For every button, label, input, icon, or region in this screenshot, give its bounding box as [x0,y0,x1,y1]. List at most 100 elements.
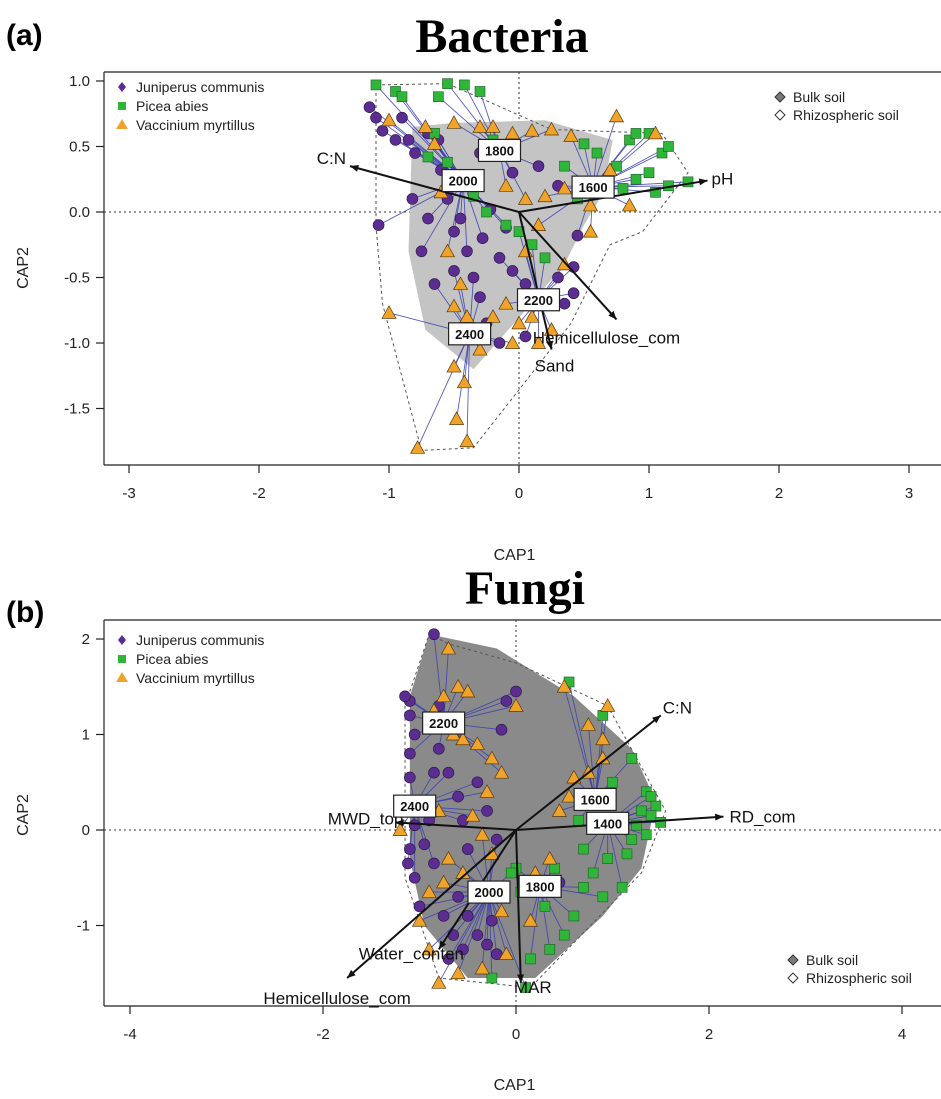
vector-label: Hemicellulose_com [533,328,680,347]
point-juniperus [452,891,464,903]
point-vaccinium [417,119,433,133]
point-vaccinium [410,440,426,454]
x-tick-label: 4 [898,1026,906,1043]
rhizospheric-soil-hull [375,83,689,451]
x-axis-label: CAP1 [494,547,536,564]
x-tick-label: -3 [122,485,135,502]
point-picea [640,829,652,841]
vector-arrow [518,211,553,350]
point-juniperus [500,695,513,707]
spider-line [456,333,471,420]
centroid-box [441,168,485,193]
point-vaccinium [580,717,596,731]
point-juniperus [461,843,474,855]
point-juniperus [519,330,532,343]
soil-legend-marker [774,91,786,103]
point-vaccinium [446,298,462,313]
point-juniperus [571,229,584,242]
centroid-label: 2000 [449,174,478,189]
point-vaccinium [522,913,539,927]
vector-arrowhead [698,178,708,186]
centroid-box [422,711,466,735]
point-picea [650,800,662,812]
point-juniperus [493,252,506,264]
y-tick-label: 1.0 [69,73,90,90]
data-points [363,78,694,454]
y-tick-label: 2 [82,631,90,648]
point-juniperus [442,766,455,779]
point-picea [621,848,633,860]
point-juniperus [408,819,421,832]
spider-line [594,705,609,800]
point-vaccinium [621,197,638,212]
point-vaccinium [446,358,462,373]
point-picea [630,173,642,185]
x-tick-label: -2 [316,1026,329,1043]
point-vaccinium [474,827,490,841]
point-vaccinium [464,807,481,822]
vector-label: C:N [663,698,692,717]
point-juniperus [552,271,564,284]
point-juniperus [452,790,464,803]
point-vaccinium [450,679,466,693]
point-juniperus [402,134,415,146]
point-vaccinium [647,125,664,140]
soil-legend-label: Bulk soil [806,952,858,968]
point-juniperus [370,111,382,124]
point-picea [442,78,453,89]
point-picea [655,817,667,828]
point-vaccinium [484,750,500,765]
point-picea [682,176,694,188]
point-vaccinium [472,341,488,356]
point-picea [656,147,668,159]
point-picea [663,141,674,152]
vector-label: Sand [535,357,575,376]
point-picea [630,128,642,139]
y-axis-label: CAP2 [15,247,32,289]
soil-legend-label: Rhizospheric soil [806,970,912,986]
legend-species-label: Picea abies [136,651,208,667]
point-picea [433,91,444,103]
x-tick-label: 2 [705,1026,713,1043]
point-juniperus [396,111,408,124]
centroid-label: 1600 [579,180,608,195]
point-juniperus [454,212,467,225]
point-juniperus [404,709,416,722]
centroid-box [477,138,522,163]
soil-legend: Bulk soil Rhizospheric soil [787,952,912,986]
point-vaccinium [446,115,462,129]
point-juniperus [461,245,473,258]
x-tick-label: -2 [252,485,265,502]
point-vaccinium [561,788,577,803]
point-vaccinium [450,965,466,980]
point-juniperus [413,900,426,913]
vector-arrowhead [608,310,617,320]
centroid-label: 1800 [526,879,555,894]
point-vaccinium [498,946,514,961]
point-picea [558,929,570,941]
env-vectors: C:N RD_com MWD_top Water_conten Hemicellulos… [263,698,795,1008]
point-juniperus [467,271,480,284]
point-juniperus [448,225,460,238]
point-juniperus [490,833,503,846]
point-vaccinium [542,850,558,865]
point-juniperus [481,805,493,817]
point-juniperus [389,134,402,146]
point-vaccinium [524,123,540,137]
point-vaccinium [582,197,599,212]
panel-bacteria: Bacteria (a) -3 -2 -1 0 1 2 3 -1.5 -1.0 -0.5 0.0 0.5 1… [6,10,941,564]
spider-line [438,891,490,984]
point-juniperus [495,723,508,736]
point-juniperus [408,871,421,884]
point-vaccinium [449,411,465,425]
spider-line [443,648,449,724]
point-picea [544,944,556,955]
point-vaccinium [440,850,457,865]
point-picea [525,953,536,965]
soil-legend-label: Bulk soil [793,89,845,105]
legend-species-label: Juniperus communis [136,79,264,95]
point-picea [626,753,638,764]
point-juniperus [448,265,460,277]
legend-species-label: Juniperus communis [136,632,264,648]
point-juniperus [408,728,421,741]
